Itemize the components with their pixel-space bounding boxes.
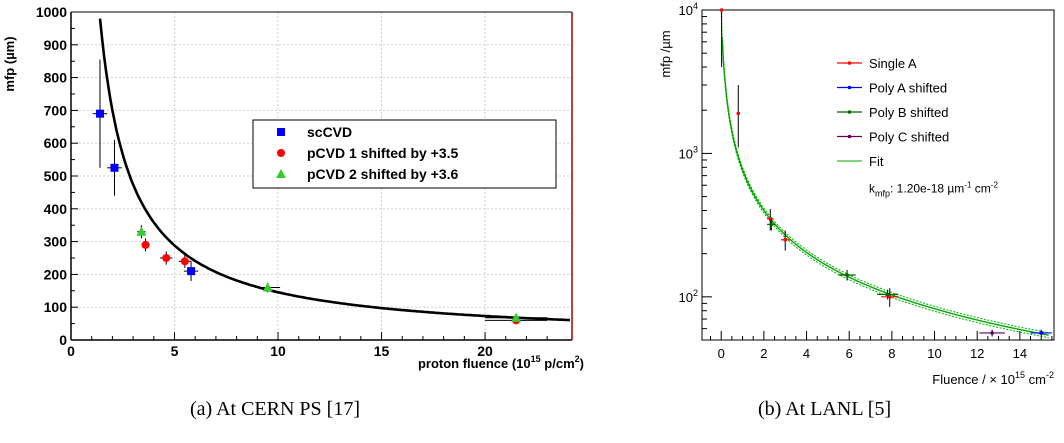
data-point xyxy=(881,288,899,307)
x-tick-label: 5 xyxy=(171,343,179,359)
legend-marker xyxy=(276,169,286,178)
triangle-marker xyxy=(511,312,522,322)
x-tick-label: 15 xyxy=(374,343,390,359)
data-point xyxy=(178,254,192,268)
chart-a: 0 100 200 300 400 500 600 700 800 900 1000 0 5 10 15 20… xyxy=(2,4,584,371)
data-point xyxy=(183,261,199,281)
legend: Single A Poly A shifted Poly B shifted Poly… xyxy=(837,56,998,199)
point-marker xyxy=(736,111,741,116)
y-axis-label: mfp /µm xyxy=(658,30,673,77)
square-marker xyxy=(187,267,196,276)
circle-marker xyxy=(162,254,171,262)
data-point xyxy=(485,312,548,322)
x-tick-label: 10 xyxy=(270,343,286,359)
data-point xyxy=(255,282,281,293)
point-marker xyxy=(845,273,849,277)
fit-annotation: kmfp: 1.20e-18 µm-1 cm-2 xyxy=(869,181,998,199)
y-tick-label: 104 xyxy=(679,1,698,18)
legend-marker xyxy=(847,85,852,90)
point-marker xyxy=(783,237,787,242)
point-marker xyxy=(990,331,994,335)
x-tick-label: 8 xyxy=(888,346,895,361)
point-marker xyxy=(885,292,890,297)
y-tick-label: 100 xyxy=(44,299,68,315)
triangle-marker xyxy=(136,226,147,236)
point-marker xyxy=(719,8,724,12)
legend-label: scCVD xyxy=(307,124,352,140)
x-tick-label: 0 xyxy=(718,346,725,361)
circle-marker xyxy=(180,257,189,266)
square-marker xyxy=(95,109,104,118)
y-tick-label: 0 xyxy=(59,332,67,348)
y-tick-label: 103 xyxy=(679,144,698,161)
y-axis-label: mfp (µm) xyxy=(2,36,17,91)
y-tick-label: 400 xyxy=(44,201,68,217)
y-tick-label: 102 xyxy=(679,288,698,305)
point-marker xyxy=(1039,331,1043,335)
y-tick-label: 700 xyxy=(44,102,68,118)
data-point xyxy=(838,269,856,281)
legend-marker xyxy=(847,110,852,114)
x-tick-label: 20 xyxy=(477,343,493,359)
y-tick-label: 800 xyxy=(44,70,68,86)
legend-label: Poly B shifted xyxy=(869,105,949,120)
caption-a: (a) At CERN PS [17] xyxy=(190,398,360,420)
data-point xyxy=(160,251,173,265)
x-tick-label: 12 xyxy=(970,346,984,361)
triangle-marker xyxy=(262,282,273,292)
legend: scCVD pCVD 1 shifted by +3.5 pCVD 2 shifte… xyxy=(252,119,557,189)
legend-label: Single A xyxy=(869,56,917,71)
square-marker xyxy=(110,163,119,172)
legend-label: pCVD 1 shifted by +3.5 xyxy=(307,145,459,161)
y-tick-label: 500 xyxy=(44,168,68,184)
data-point xyxy=(107,139,122,196)
legend-marker xyxy=(847,134,852,139)
data-point xyxy=(719,8,724,68)
data-point xyxy=(136,225,147,239)
legend-label: Poly A shifted xyxy=(869,81,947,96)
data-point xyxy=(767,218,776,231)
x-tick-label: 4 xyxy=(803,346,810,361)
fit-curve xyxy=(721,39,1049,336)
x-tick-label: 14 xyxy=(1013,346,1027,361)
legend-marker xyxy=(277,149,285,157)
fit-curve xyxy=(98,18,570,322)
legend-label: Fit xyxy=(869,154,884,169)
fit-band-upper xyxy=(721,36,1049,334)
legend-marker xyxy=(277,128,285,136)
circle-marker xyxy=(141,240,150,249)
legend-label: Poly C shifted xyxy=(869,130,949,145)
data-point xyxy=(736,84,741,148)
fit-band-lower xyxy=(720,12,1049,339)
y-tick-label: 600 xyxy=(44,135,68,151)
plot-frame xyxy=(701,9,1055,341)
data-point xyxy=(979,329,1005,337)
legend-box xyxy=(252,119,557,189)
x-tick-label: 10 xyxy=(927,346,941,361)
point-marker xyxy=(769,222,774,227)
data-point xyxy=(876,289,899,300)
x-axis-label: Fluence / × 1015 cm-2 xyxy=(932,370,1054,387)
legend-label: pCVD 2 shifted by +3.6 xyxy=(307,166,459,182)
y-tick-label: 1000 xyxy=(36,4,67,20)
x-tick-label: 6 xyxy=(846,346,853,361)
data-point xyxy=(780,230,790,251)
legend-marker xyxy=(847,61,852,65)
data-point xyxy=(141,238,150,252)
data-point xyxy=(1030,329,1052,337)
y-tick-label: 300 xyxy=(44,234,68,250)
y-tick-label: 200 xyxy=(44,266,68,282)
y-tick-label: 900 xyxy=(44,37,68,53)
x-tick-label: 2 xyxy=(760,346,767,361)
chart-b: 0 2 4 6 8 10 12 14 102 103 104 mfp /µm Fluence / × 1… xyxy=(658,1,1055,387)
caption-b: (b) At LANL [5] xyxy=(758,398,892,420)
x-axis-label: proton fluence (1015 p/cm2) xyxy=(418,354,584,371)
point-marker xyxy=(887,295,892,299)
data-point xyxy=(92,59,108,168)
x-tick-label: 0 xyxy=(67,343,75,359)
